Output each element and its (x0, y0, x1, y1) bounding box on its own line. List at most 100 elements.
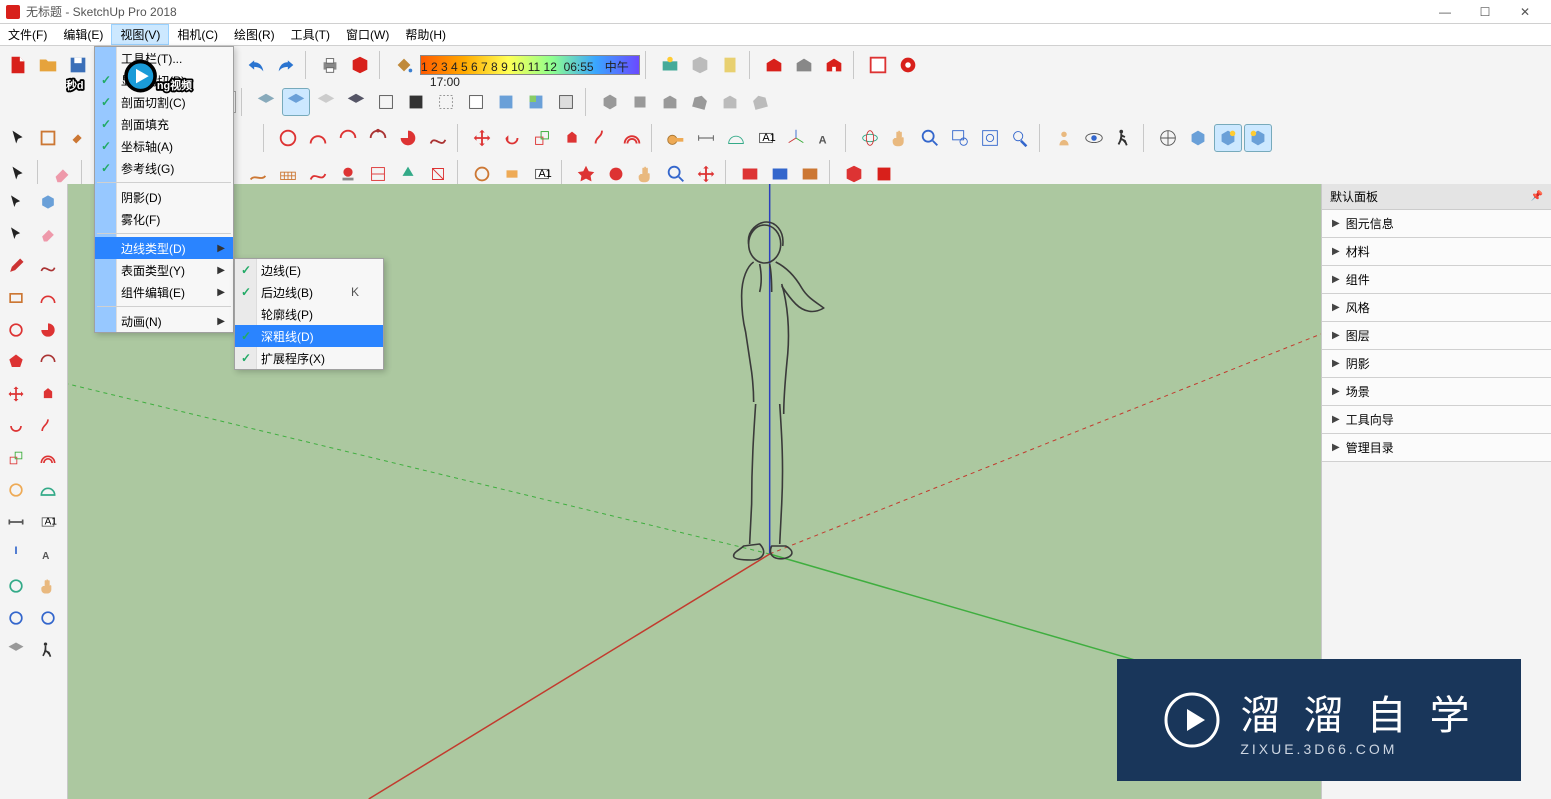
walk-icon[interactable] (1110, 124, 1138, 152)
select-tool-icon[interactable] (4, 124, 32, 152)
left-tool-walk-icon[interactable] (34, 636, 62, 664)
solid-union-icon[interactable] (1184, 124, 1212, 152)
left-tool-scale-icon[interactable] (2, 444, 30, 472)
tray-panel-4[interactable]: ▶图层 (1322, 322, 1551, 350)
edge-submenu-item-1[interactable]: ✓后边线(B)K (235, 281, 383, 303)
orbit-tool-icon[interactable] (856, 124, 884, 152)
left-tool-section-icon[interactable] (2, 636, 30, 664)
left-tool-dim-icon[interactable] (2, 508, 30, 536)
component-options-icon[interactable] (686, 51, 714, 79)
left-tool-pan-icon[interactable] (34, 572, 62, 600)
window-minimize-button[interactable]: — (1425, 0, 1465, 24)
sandbox-icon[interactable] (1154, 124, 1182, 152)
style-shaded-icon[interactable] (492, 88, 520, 116)
left-tool-move-icon[interactable] (2, 380, 30, 408)
model-info-icon[interactable] (346, 51, 374, 79)
extension-manager-icon[interactable] (894, 51, 922, 79)
left-tool-eraser-icon[interactable] (34, 220, 62, 248)
circle-icon[interactable] (274, 124, 302, 152)
edge-submenu-item-3[interactable]: ✓深粗线(D) (235, 325, 383, 347)
layout-icon[interactable] (864, 51, 892, 79)
tape-measure-icon[interactable] (662, 124, 690, 152)
open-file-icon[interactable] (34, 51, 62, 79)
style-hidden-line-icon[interactable] (462, 88, 490, 116)
menu-item-7[interactable]: 帮助(H) (397, 24, 454, 45)
tray-panel-6[interactable]: ▶场景 (1322, 378, 1551, 406)
scale-tool-icon[interactable] (528, 124, 556, 152)
make-component-icon[interactable] (34, 124, 62, 152)
tray-pin-icon[interactable]: 📌 (1531, 191, 1543, 202)
text-tool-icon[interactable]: A1 (752, 124, 780, 152)
zoom-extents-icon[interactable] (976, 124, 1004, 152)
pie-icon[interactable] (394, 124, 422, 152)
zoom-tool-icon[interactable] (916, 124, 944, 152)
left-tool-offset-icon[interactable] (34, 444, 62, 472)
tray-panel-0[interactable]: ▶图元信息 (1322, 210, 1551, 238)
right-view-icon[interactable] (686, 88, 714, 116)
paint-bucket-icon[interactable] (390, 51, 418, 79)
left-tool-rect-icon[interactable] (2, 284, 30, 312)
view-menu-item-6[interactable]: 阴影(D) (95, 186, 233, 208)
tray-panel-3[interactable]: ▶风格 (1322, 294, 1551, 322)
redo-icon[interactable] (272, 51, 300, 79)
view-menu-item-10[interactable]: 表面类型(Y)▶ (95, 259, 233, 281)
new-file-icon[interactable] (4, 51, 32, 79)
edge-submenu-item-2[interactable]: 轮廓线(P) (235, 303, 383, 325)
style-monochrome-icon[interactable] (552, 88, 580, 116)
back-view-icon[interactable] (716, 88, 744, 116)
component-attributes-icon[interactable] (716, 51, 744, 79)
tray-panel-8[interactable]: ▶管理目录 (1322, 434, 1551, 462)
style-wireframe-icon[interactable] (432, 88, 460, 116)
style-shaded-texture-icon[interactable] (522, 88, 550, 116)
iso-view-icon[interactable] (596, 88, 624, 116)
left-view-icon[interactable] (746, 88, 774, 116)
front-view-icon[interactable] (656, 88, 684, 116)
extension-warehouse-icon[interactable] (790, 51, 818, 79)
dimension-icon[interactable] (692, 124, 720, 152)
left-tool-box-icon[interactable] (34, 188, 62, 216)
view-menu-item-11[interactable]: 组件编辑(E)▶ (95, 281, 233, 303)
left-tool-pie-icon[interactable] (34, 316, 62, 344)
zoom-window-icon[interactable] (946, 124, 974, 152)
left-tool-polygon-icon[interactable] (2, 348, 30, 376)
menu-item-5[interactable]: 工具(T) (283, 24, 338, 45)
menu-item-0[interactable]: 文件(F) (0, 24, 55, 45)
left-tool-followme-icon[interactable] (34, 412, 62, 440)
style-xray-icon[interactable] (372, 88, 400, 116)
style-back-edges-icon[interactable] (402, 88, 430, 116)
left-tool-freehand-icon[interactable] (34, 252, 62, 280)
freehand-icon[interactable] (424, 124, 452, 152)
3d-text-tool-icon[interactable]: A (812, 124, 840, 152)
left-tool-pencil-icon[interactable] (2, 252, 30, 280)
tray-panel-2[interactable]: ▶组件 (1322, 266, 1551, 294)
2pt-arc-icon[interactable] (334, 124, 362, 152)
left-tool-3dtext-icon[interactable]: A (34, 540, 62, 568)
menu-item-1[interactable]: 编辑(E) (55, 24, 111, 45)
offset-tool-icon[interactable] (618, 124, 646, 152)
tray-title[interactable]: 默认面板 📌 (1322, 184, 1551, 210)
position-camera-icon[interactable] (1050, 124, 1078, 152)
tray-panel-7[interactable]: ▶工具向导 (1322, 406, 1551, 434)
left-tool-orbit-icon[interactable] (2, 572, 30, 600)
left-tool-zoom-icon[interactable] (2, 604, 30, 632)
menu-item-4[interactable]: 绘图(R) (226, 24, 283, 45)
tray-panel-1[interactable]: ▶材料 (1322, 238, 1551, 266)
left-tool-cursor-icon[interactable] (2, 188, 30, 216)
view-menu-item-4[interactable]: ✓参考线(G) (95, 157, 233, 179)
geolocation-icon[interactable] (656, 51, 684, 79)
view-menu-item-9[interactable]: 边线类型(D)▶ (95, 237, 233, 259)
view-menu-item-3[interactable]: ✓坐标轴(A) (95, 135, 233, 157)
3pt-arc-icon[interactable] (364, 124, 392, 152)
pan-tool-icon[interactable] (886, 124, 914, 152)
edge-submenu-item-0[interactable]: ✓边线(E) (235, 259, 383, 281)
left-tool-text-icon[interactable]: A1 (34, 508, 62, 536)
left-tool-tape-icon[interactable] (2, 476, 30, 504)
solid-intersect-icon[interactable] (1214, 124, 1242, 152)
view-menu-item-13[interactable]: 动画(N)▶ (95, 310, 233, 332)
print-icon[interactable] (316, 51, 344, 79)
section-cut-icon[interactable] (312, 88, 340, 116)
section-display-icon[interactable] (282, 88, 310, 116)
view-menu-item-2[interactable]: ✓剖面填充 (95, 113, 233, 135)
arc-icon[interactable] (304, 124, 332, 152)
menu-item-2[interactable]: 视图(V) (111, 24, 169, 45)
